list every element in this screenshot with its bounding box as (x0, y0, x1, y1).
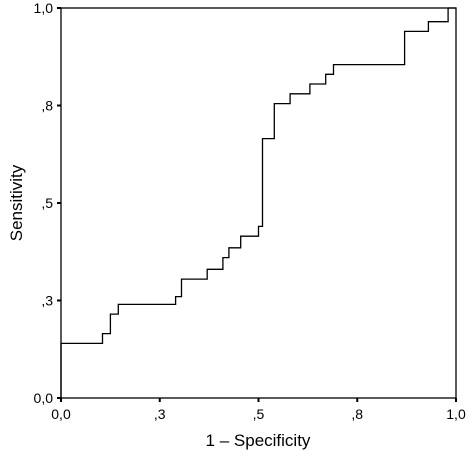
y-tick-label: 1,0 (34, 0, 54, 16)
tick-labels: 0,0 ,3 ,5 ,8 1,0 0,0 ,3 ,5 ,8 1,0 (34, 0, 466, 422)
x-tick-label: ,8 (351, 406, 363, 422)
y-tick-label: ,5 (41, 195, 53, 211)
x-axis-title: 1 – Specificity (206, 431, 311, 450)
x-tick-label: ,5 (253, 406, 265, 422)
y-tick-label: ,8 (41, 98, 53, 114)
y-axis-title: Sensitivity (7, 164, 26, 241)
y-tick-label: ,3 (41, 293, 53, 309)
axis-ticks (57, 7, 457, 402)
roc-curve (60, 7, 456, 398)
plot-frame (60, 7, 457, 399)
x-tick-label: 1,0 (446, 406, 466, 422)
x-tick-label: ,3 (154, 406, 166, 422)
x-tick-label: 0,0 (51, 406, 71, 422)
y-tick-label: 0,0 (34, 390, 54, 406)
